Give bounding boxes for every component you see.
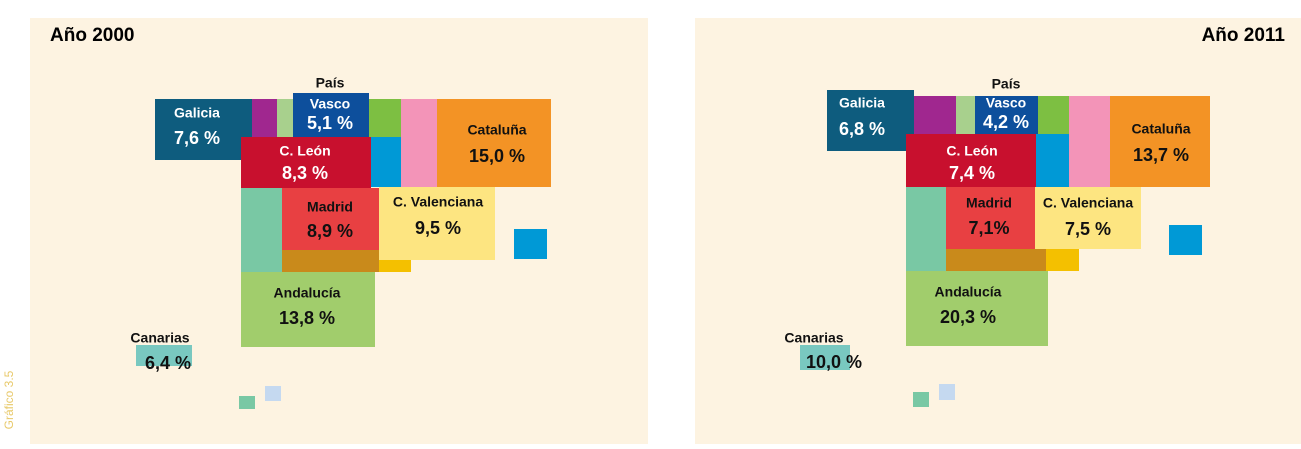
region-block	[939, 384, 955, 400]
region-block	[1169, 225, 1202, 255]
region-block	[956, 96, 975, 134]
region-block	[437, 99, 551, 187]
region-block	[906, 187, 946, 271]
region-block	[136, 345, 192, 366]
region-name: Galicia	[174, 105, 220, 121]
region-name: País	[992, 76, 1021, 92]
region-value: 20,3 %	[940, 307, 996, 327]
region-block	[293, 93, 369, 137]
region-name: País	[316, 75, 345, 91]
region-name: Andalucía	[935, 284, 1002, 300]
region-block	[155, 99, 252, 160]
region-block	[906, 271, 1048, 346]
region-name: Canarias	[130, 330, 189, 346]
region-value: 13,7 %	[1133, 145, 1189, 165]
region-block	[1036, 134, 1069, 187]
region-value: 10,0 %	[806, 352, 862, 372]
region-name: Andalucía	[274, 285, 341, 301]
region-name: Cataluña	[467, 122, 526, 138]
region-value: 8,3 %	[282, 163, 328, 183]
region-block	[1046, 249, 1079, 271]
region-name: Madrid	[966, 195, 1012, 211]
region-block	[800, 345, 850, 370]
region-name: C. León	[279, 143, 330, 159]
region-block	[369, 99, 401, 137]
region-block	[1035, 187, 1141, 249]
region-name: Vasco	[310, 96, 350, 112]
region-block	[241, 188, 282, 272]
region-block	[252, 99, 277, 137]
region-block	[401, 99, 437, 187]
side-label: Gráfico 3.5	[2, 370, 16, 429]
region-value: 4,2 %	[983, 112, 1029, 132]
region-value: 13,8 %	[279, 308, 335, 328]
region-value: 15,0 %	[469, 146, 525, 166]
region-block	[282, 188, 379, 250]
region-value: 6,8 %	[839, 119, 885, 139]
region-value: 5,1 %	[307, 113, 353, 133]
region-block	[827, 90, 914, 151]
region-value: 7,1%	[968, 218, 1009, 238]
region-name: Canarias	[784, 330, 843, 346]
region-block	[239, 396, 255, 409]
region-name: C. Valenciana	[393, 194, 483, 210]
region-value: 7,6 %	[174, 128, 220, 148]
region-block	[1038, 96, 1069, 134]
region-value: 7,4 %	[949, 163, 995, 183]
region-block	[265, 386, 281, 401]
region-name: Cataluña	[1131, 121, 1190, 137]
region-block	[914, 96, 956, 134]
region-block	[282, 250, 379, 272]
region-block	[241, 272, 375, 347]
region-block	[241, 137, 371, 188]
region-block	[1110, 96, 1210, 187]
region-block	[379, 187, 495, 260]
region-name: Galicia	[839, 95, 885, 111]
year-label: Año 2000	[50, 25, 134, 46]
region-block	[1069, 96, 1110, 187]
year-label: Año 2011	[1202, 25, 1286, 46]
region-name: C. León	[946, 143, 997, 159]
region-block	[906, 134, 1036, 187]
region-block	[514, 229, 547, 259]
region-value: 8,9 %	[307, 221, 353, 241]
region-value: 9,5 %	[415, 218, 461, 238]
region-block	[946, 187, 1035, 249]
region-value: 6,4 %	[145, 353, 191, 373]
region-block	[946, 249, 1046, 271]
region-name: C. Valenciana	[1043, 195, 1133, 211]
region-name: Madrid	[307, 199, 353, 215]
region-block	[913, 392, 929, 407]
region-block	[277, 99, 293, 137]
region-name: Vasco	[986, 95, 1026, 111]
region-value: 7,5 %	[1065, 219, 1111, 239]
region-block	[371, 137, 401, 187]
region-block	[975, 96, 1038, 134]
region-block	[379, 260, 411, 272]
